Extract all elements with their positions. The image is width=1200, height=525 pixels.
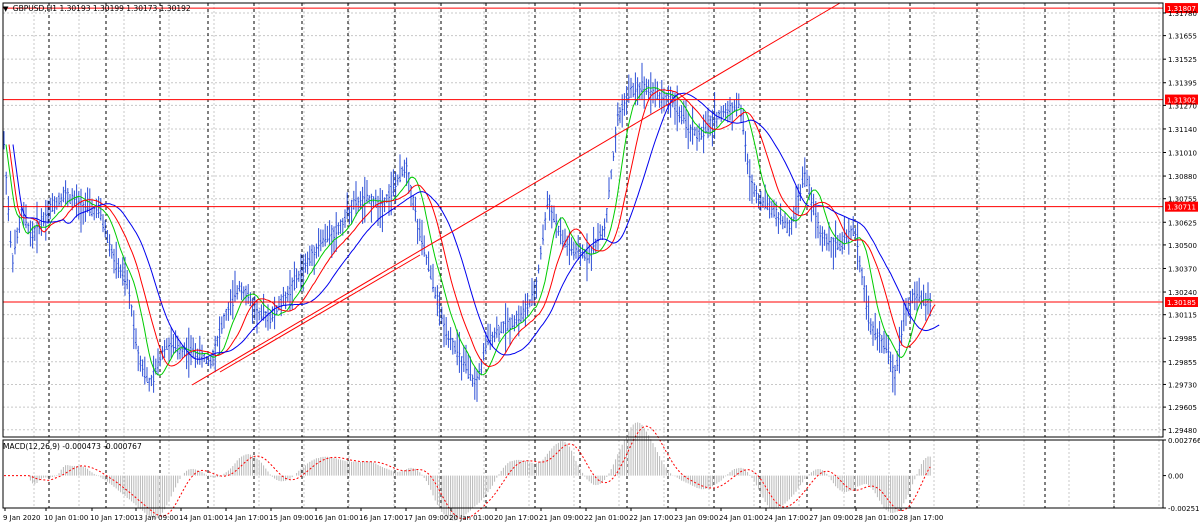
price-tick-label: 1.29855 bbox=[1168, 359, 1197, 367]
time-tick-label: 24 Jan 01:00 bbox=[719, 514, 763, 522]
time-tick-label: 15 Jan 09:00 bbox=[269, 514, 313, 522]
level-price-label: 1.30711 bbox=[1167, 204, 1196, 212]
macd-indicator bbox=[4, 422, 931, 521]
price-tick-label: 1.31395 bbox=[1168, 80, 1197, 88]
level-price-tag bbox=[1165, 296, 1198, 307]
price-tick-label: 1.29605 bbox=[1168, 404, 1197, 412]
price-tick-label: 1.30240 bbox=[1168, 289, 1197, 297]
time-tick-label: 16 Jan 01:00 bbox=[314, 514, 358, 522]
time-tick-label: 14 Jan 17:00 bbox=[224, 514, 268, 522]
macd-info: MACD(12,26,9) -0.000473 -0.000767 bbox=[3, 441, 142, 453]
price-tick-label: 1.31525 bbox=[1168, 56, 1197, 64]
price-tick-label: 1.30500 bbox=[1168, 242, 1197, 250]
trendline-lower bbox=[219, 254, 421, 373]
trendline bbox=[191, 2, 841, 386]
horizontal-levels: 1.31807 1.31302 1.30711 1.30185 bbox=[3, 3, 1198, 307]
level-price-label: 1.30185 bbox=[1167, 299, 1196, 307]
price-tick-label: 1.31655 bbox=[1168, 33, 1197, 41]
dropdown-arrow-icon[interactable]: ▼ bbox=[3, 5, 9, 13]
time-tick-label: 20 Jan 17:00 bbox=[494, 514, 538, 522]
macd-tick-label: -0.002518 bbox=[1168, 505, 1200, 513]
time-tick-label: 24 Jan 17:00 bbox=[764, 514, 808, 522]
ohlc-values: 1.30193 1.30199 1.30173 1.30192 bbox=[59, 4, 191, 13]
time-tick-label: 21 Jan 09:00 bbox=[539, 514, 583, 522]
time-tick-label: 28 Jan 17:00 bbox=[899, 514, 943, 522]
price-tick-label: 1.30370 bbox=[1168, 265, 1197, 273]
macd-signal-line bbox=[4, 425, 931, 520]
price-tick-label: 1.29985 bbox=[1168, 335, 1197, 343]
level-price-label: 1.31807 bbox=[1167, 5, 1196, 13]
price-tick-label: 1.30625 bbox=[1168, 219, 1197, 227]
price-tick-label: 1.30755 bbox=[1168, 196, 1197, 204]
price-tick-label: 1.30115 bbox=[1168, 312, 1197, 320]
time-tick-label: 14 Jan 01:00 bbox=[179, 514, 223, 522]
time-tick-label: 23 Jan 09:00 bbox=[674, 514, 718, 522]
day-separators bbox=[48, 3, 1115, 508]
time-tick-label: 10 Jan 01:00 bbox=[44, 514, 88, 522]
ma-fast-line bbox=[5, 86, 933, 376]
time-tick-label: 17 Jan 09:00 bbox=[404, 514, 448, 522]
price-tick-label: 1.29730 bbox=[1168, 381, 1197, 389]
time-tick-label: 22 Jan 17:00 bbox=[629, 514, 673, 522]
price-tick-label: 1.31140 bbox=[1168, 126, 1197, 134]
symbol-label: GBPUSD,H1 bbox=[12, 4, 58, 13]
ma-slow-line bbox=[12, 92, 940, 360]
price-tick-label: 1.31270 bbox=[1168, 102, 1197, 110]
macd-frame bbox=[2, 439, 1164, 509]
macd-tick-label: 0.002766 bbox=[1168, 437, 1200, 445]
level-price-tag bbox=[1165, 94, 1198, 105]
price-tick-label: 1.29480 bbox=[1168, 427, 1197, 435]
macd-label: MACD(12,26,9) -0.000473 -0.000767 bbox=[3, 442, 142, 451]
price-tick-label: 1.30880 bbox=[1168, 173, 1197, 181]
time-tick-label: 9 Jan 2020 bbox=[3, 514, 41, 522]
price-tick-label: 1.31010 bbox=[1168, 149, 1197, 157]
price-tick-label: 1.31780 bbox=[1168, 10, 1197, 18]
time-tick-label: 27 Jan 09:00 bbox=[809, 514, 853, 522]
level-price-label: 1.31302 bbox=[1167, 97, 1196, 105]
level-price-tag bbox=[1165, 201, 1198, 212]
time-tick-label: 20 Jan 01:00 bbox=[449, 514, 493, 522]
time-tick-label: 22 Jan 01:00 bbox=[584, 514, 628, 522]
ma-mid-line bbox=[8, 89, 936, 368]
time-tick-label: 13 Jan 09:00 bbox=[134, 514, 178, 522]
time-tick-label: 28 Jan 01:00 bbox=[854, 514, 898, 522]
level-price-tag bbox=[1165, 3, 1198, 14]
time-tick-label: 16 Jan 17:00 bbox=[359, 514, 403, 522]
symbol-info: ▼ GBPUSD,H1 1.30193 1.30199 1.30173 1.30… bbox=[3, 3, 191, 15]
macd-tick-label: 0.00 bbox=[1168, 473, 1184, 481]
main-frame bbox=[2, 2, 1164, 438]
trendline-layer bbox=[191, 2, 841, 386]
time-tick-label: 10 Jan 17:00 bbox=[90, 514, 134, 522]
